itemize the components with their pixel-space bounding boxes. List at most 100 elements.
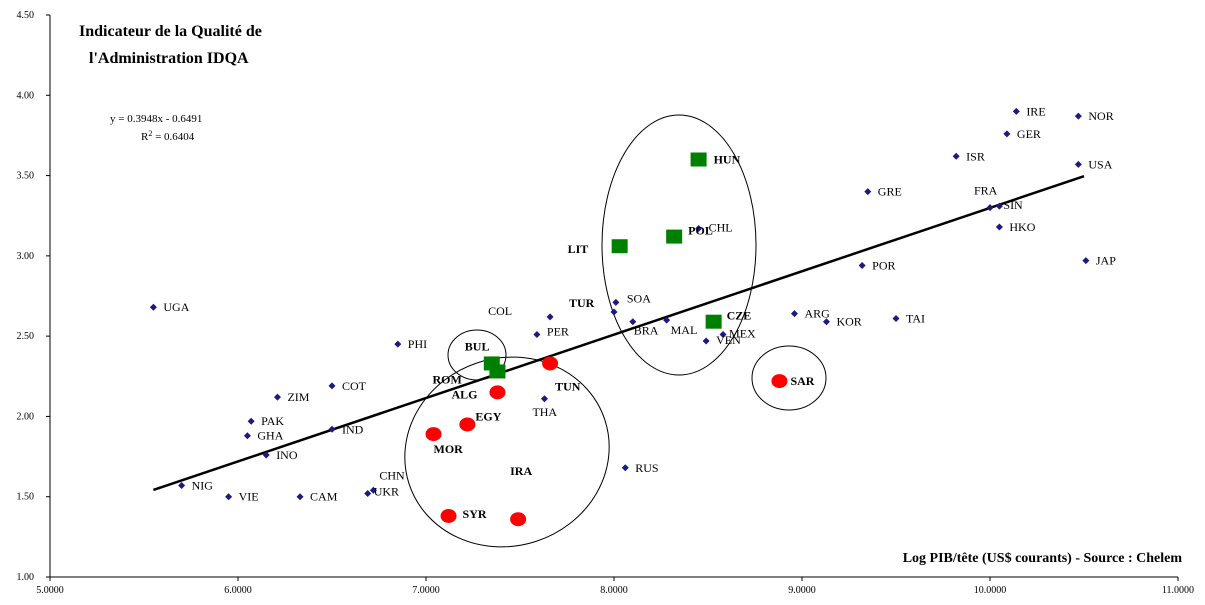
point-alg: [489, 385, 506, 400]
point-mor: [425, 427, 442, 442]
point-label-bra: BRA: [634, 324, 659, 338]
point-nig: [178, 481, 186, 489]
y-tick-label: 3.00: [17, 251, 35, 262]
point-label-phi: PHI: [408, 337, 427, 351]
point-label-hun: HUN: [714, 153, 741, 167]
r-squared: R2 = 0.6404: [141, 129, 195, 143]
point-phi: [394, 340, 402, 348]
point-label-lit: LIT: [568, 242, 589, 256]
point-syr: [440, 508, 457, 523]
chart-title-line-2: l'Administration IDQA: [89, 50, 249, 67]
point-label-soa: SOA: [627, 291, 651, 305]
point-label-tur: TUR: [569, 296, 595, 310]
point-label-chn: CHN: [379, 468, 405, 482]
point-label-uga: UGA: [163, 300, 189, 314]
point-label-mex: MEX: [729, 327, 756, 341]
point-ino: [262, 451, 270, 459]
y-tick-label: 2.50: [17, 331, 35, 342]
point-label-ukr: UKR: [374, 485, 399, 499]
point-ger: [1003, 130, 1011, 138]
point-uga: [149, 303, 157, 311]
point-ukr: [364, 490, 372, 498]
point-label-vie: VIE: [239, 490, 259, 504]
trendline: [153, 174, 1085, 492]
point-label-arg: ARG: [804, 307, 830, 321]
x-tick-label: 10.0000: [974, 585, 1007, 596]
point-ind: [328, 425, 336, 433]
point-isr: [952, 152, 960, 160]
point-label-rom: ROM: [432, 372, 461, 386]
x-tick-label: 8.0000: [600, 585, 628, 596]
point-label-ger: GER: [1017, 127, 1041, 141]
group-ellipses: [404, 114, 827, 548]
point-gre: [864, 188, 872, 196]
point-bra: [629, 318, 637, 326]
axes: [49, 15, 1178, 578]
point-label-mor: MOR: [434, 442, 464, 456]
point-label-gha: GHA: [257, 429, 283, 443]
point-label-ire: IRE: [1026, 104, 1045, 118]
point-chl: [695, 225, 703, 233]
point-ira: [510, 512, 527, 527]
point-label-ino: INO: [276, 448, 298, 462]
point-label-col: COL: [488, 304, 512, 318]
point-soa: [612, 298, 620, 306]
point-lit: [611, 239, 628, 254]
point-nor: [1074, 112, 1082, 120]
y-tick-label: 1.50: [17, 492, 35, 503]
point-pak: [247, 417, 255, 425]
point-label-cam: CAM: [310, 490, 338, 504]
point-label-cze: CZE: [727, 309, 752, 323]
group-ellipse-central-europe: [601, 114, 757, 376]
point-tai: [892, 314, 900, 322]
point-label-fra: FRA: [974, 184, 998, 198]
point-zim: [273, 393, 281, 401]
y-ticks: 1.00 1.50 2.00 2.50 3.00 3.50 4.00 4.50: [17, 10, 50, 583]
point-tur: [610, 308, 618, 316]
point-label-tai: TAI: [906, 311, 925, 325]
point-label-mal: MAL: [671, 323, 698, 337]
x-ticks: 5.0000 6.0000 7.0000 8.0000 9.0000 10.0000 11.…: [36, 577, 1194, 596]
point-mex: [719, 331, 727, 339]
y-tick-label: 4.50: [17, 10, 35, 21]
point-label-tha: THA: [532, 405, 557, 419]
y-tick-label: 4.00: [17, 90, 35, 101]
point-usa: [1074, 160, 1082, 168]
regression-equation: y = 0.3948x - 0.6491: [110, 113, 202, 125]
point-label-chl: CHL: [709, 221, 733, 235]
point-cot: [328, 382, 336, 390]
group-ellipse-mena: [404, 356, 610, 548]
chart-title-line-1: Indicateur de la Qualité de: [79, 23, 262, 40]
point-label-usa: USA: [1088, 157, 1112, 171]
y-tick-label: 2.00: [17, 411, 35, 422]
point-label-zim: ZIM: [287, 390, 309, 404]
point-cze: [705, 314, 722, 329]
point-sin: [995, 202, 1003, 210]
point-hko: [995, 223, 1003, 231]
point-label-por: POR: [872, 258, 895, 272]
point-label-pak: PAK: [261, 414, 284, 428]
point-ven: [702, 337, 710, 345]
point-label-per: PER: [547, 325, 569, 339]
point-tun: [542, 356, 559, 371]
point-label-ven: VEN: [716, 333, 741, 347]
point-vie: [225, 493, 233, 501]
x-tick-label: 7.0000: [412, 585, 440, 596]
x-tick-label: 6.0000: [224, 585, 252, 596]
point-col: [546, 313, 554, 321]
y-tick-label: 3.50: [17, 171, 35, 182]
point-label-bul: BUL: [465, 339, 490, 353]
point-label-cot: COT: [342, 379, 367, 393]
point-gha: [243, 432, 251, 440]
x-tick-label: 9.0000: [788, 585, 816, 596]
point-kor: [822, 318, 830, 326]
point-label-jap: JAP: [1096, 254, 1116, 268]
point-label-sin: SIN: [1003, 198, 1023, 212]
point-sar: [771, 374, 788, 389]
point-label-sar: SAR: [790, 374, 814, 388]
x-tick-label: 11.0000: [1162, 585, 1194, 596]
point-label-pol: POL: [688, 224, 713, 238]
point-ire: [1012, 107, 1020, 115]
point-hun: [690, 152, 707, 167]
